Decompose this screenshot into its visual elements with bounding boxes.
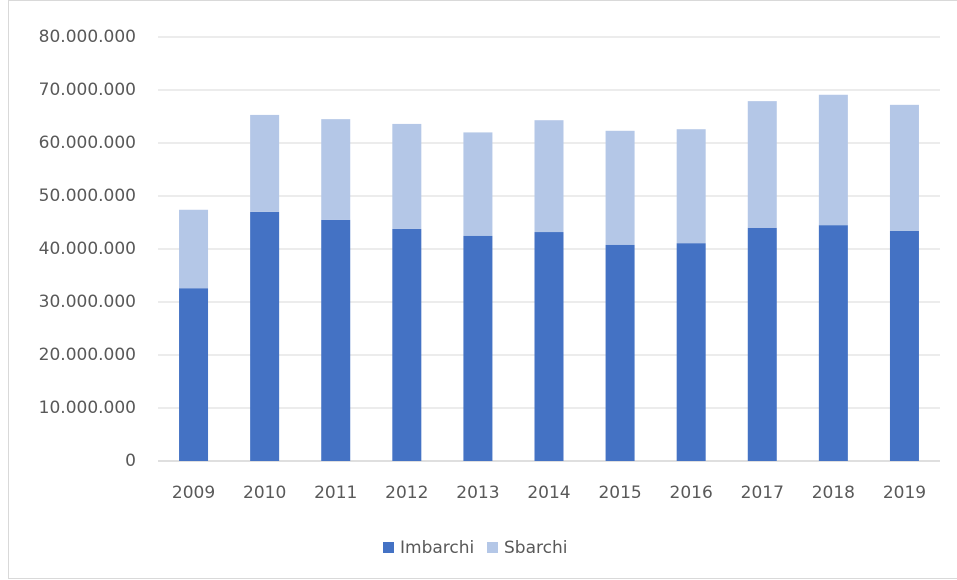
x-tick-label: 2015 — [598, 483, 641, 503]
bar-segment — [605, 130, 635, 245]
bar-segment — [321, 219, 351, 461]
bar-segment — [392, 123, 422, 229]
bar-segment — [463, 132, 493, 236]
x-tick-label: 2012 — [385, 483, 428, 503]
bar-segment — [392, 228, 422, 461]
y-tick-label: 80.000.000 — [39, 27, 136, 47]
y-tick-label: 70.000.000 — [39, 80, 136, 100]
bar-segment — [818, 225, 848, 461]
bar-segment — [889, 230, 919, 461]
x-tick-label: 2018 — [812, 483, 855, 503]
bar-segment — [747, 227, 777, 461]
y-tick-label: 50.000.000 — [39, 186, 136, 206]
x-tick-label: 2011 — [314, 483, 357, 503]
bar-segment — [179, 288, 209, 461]
y-tick-label: 30.000.000 — [39, 292, 136, 312]
x-tick-label: 2013 — [456, 483, 499, 503]
x-tick-label: 2016 — [670, 483, 713, 503]
bar-segment — [818, 94, 848, 226]
bar-segment — [605, 244, 635, 461]
legend-label: Imbarchi — [400, 538, 474, 558]
bar-segment — [321, 119, 351, 220]
bar-segment — [179, 209, 209, 289]
x-tick-label: 2019 — [883, 483, 926, 503]
x-tick-label: 2014 — [527, 483, 570, 503]
y-tick-label: 10.000.000 — [39, 398, 136, 418]
bar-segment — [747, 101, 777, 228]
bar-segment — [534, 232, 564, 461]
bar-segment — [250, 211, 280, 461]
y-tick-label: 20.000.000 — [39, 345, 136, 365]
bar-segment — [463, 235, 493, 461]
y-tick-label: 40.000.000 — [39, 239, 136, 259]
bar-segment — [676, 129, 706, 244]
x-tick-label: 2017 — [741, 483, 784, 503]
legend-swatch — [383, 542, 394, 553]
legend-label: Sbarchi — [504, 538, 567, 558]
legend-swatch — [487, 542, 498, 553]
y-tick-label: 0 — [125, 451, 136, 471]
x-tick-label: 2009 — [172, 483, 215, 503]
bar-segment — [250, 114, 280, 212]
bar-segment — [676, 243, 706, 461]
bar-segment — [889, 104, 919, 231]
y-tick-label: 60.000.000 — [39, 133, 136, 153]
chart-frame — [8, 0, 957, 579]
x-tick-label: 2010 — [243, 483, 286, 503]
bar-segment — [534, 120, 564, 233]
